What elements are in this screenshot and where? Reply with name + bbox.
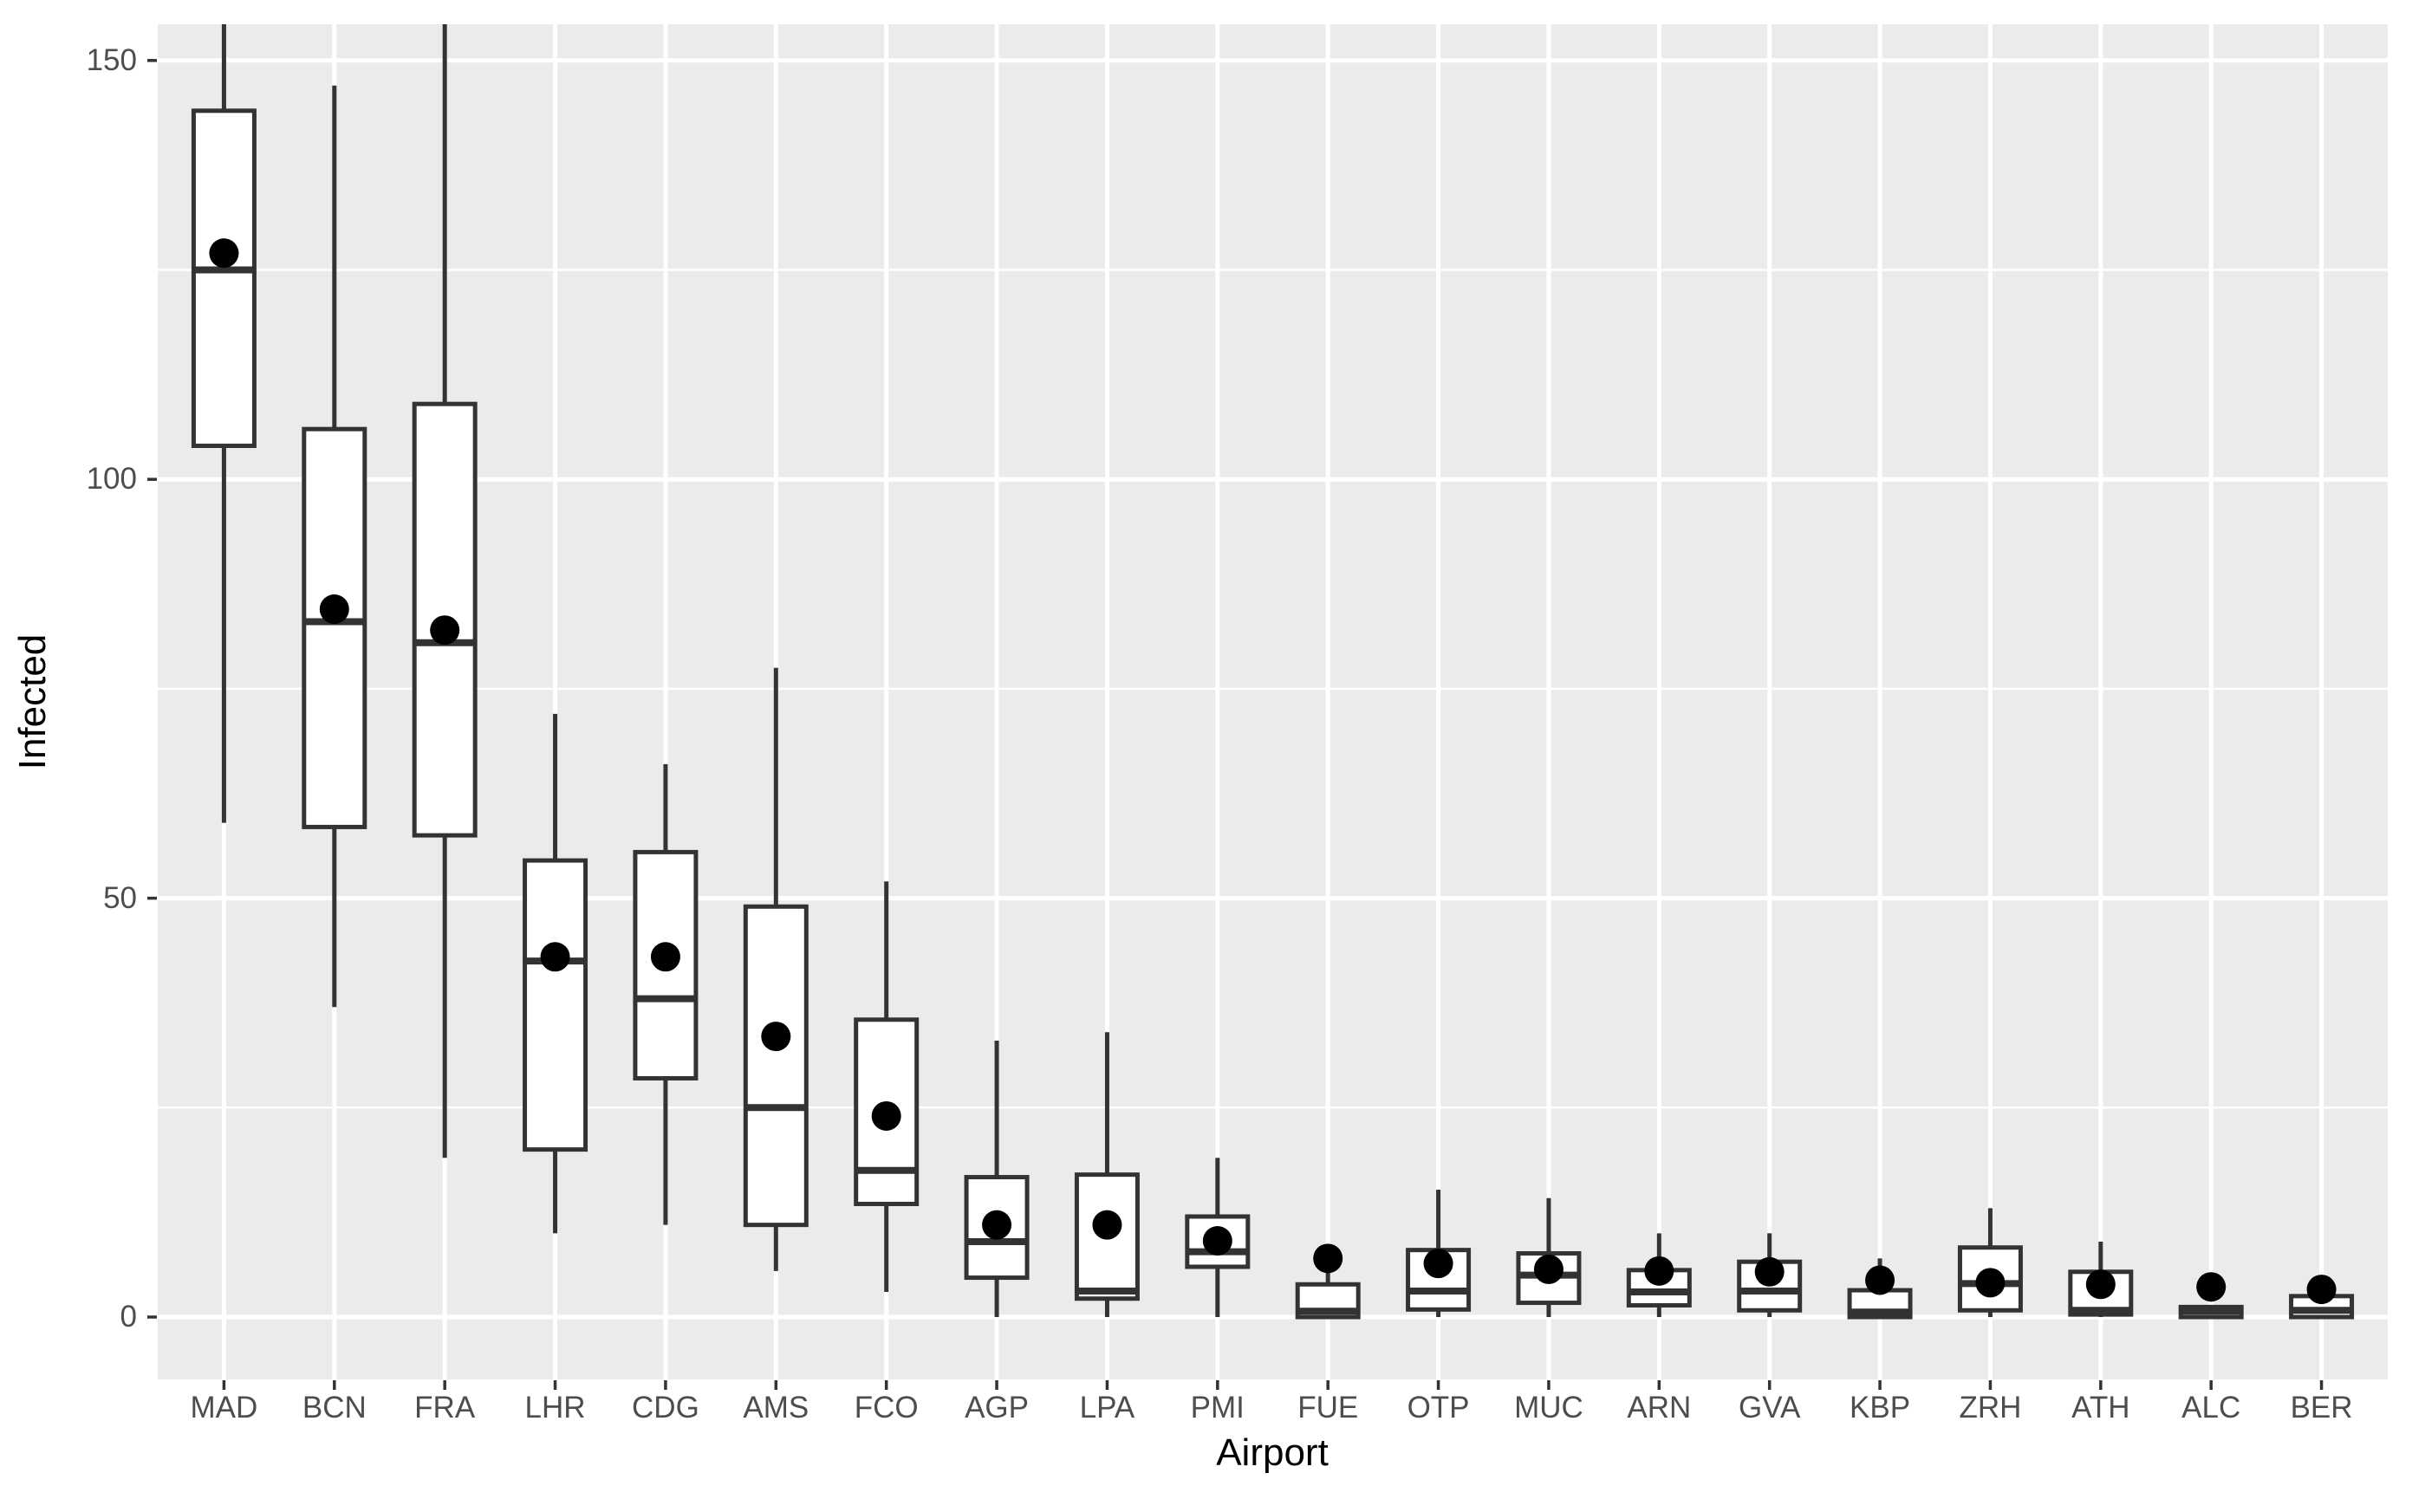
iqr-box <box>191 108 257 449</box>
boxplot-agp <box>964 1040 1030 1317</box>
x-tick-label-pmi: PMI <box>1190 1391 1245 1424</box>
mean-dot <box>1754 1256 1785 1287</box>
y-tick-label: 100 <box>86 462 137 496</box>
iqr-box <box>1185 1214 1251 1269</box>
boxplot-zrh <box>1957 1208 2023 1317</box>
mean-dot <box>1313 1243 1343 1274</box>
x-tick-label-agp: AGP <box>965 1391 1029 1424</box>
boxplot-gva <box>1737 1233 1803 1317</box>
iqr-box <box>743 904 809 1228</box>
boxplot-bcn <box>302 85 367 1008</box>
boxplot-mad <box>191 24 257 823</box>
x-tick-label-ath: ATH <box>2071 1391 2130 1424</box>
mean-dot <box>761 1022 791 1052</box>
x-tick-label-lpa: LPA <box>1079 1391 1135 1424</box>
mean-dot <box>1423 1249 1453 1279</box>
x-tick-label-ams: AMS <box>743 1391 809 1424</box>
y-tick-label: 50 <box>103 880 137 915</box>
panel-background <box>158 24 2388 1379</box>
x-tick-label-zrh: ZRH <box>1959 1391 2022 1424</box>
x-tick-label-cdg: CDG <box>632 1391 699 1424</box>
mean-dot <box>871 1100 901 1131</box>
boxplot-kbp <box>1847 1258 1913 1320</box>
mean-dot <box>1865 1265 1895 1295</box>
mean-dot <box>982 1210 1012 1240</box>
axis-ticks-group <box>147 59 2324 1390</box>
x-tick-label-fco: FCO <box>854 1391 919 1424</box>
mean-dot <box>319 594 349 625</box>
mean-dot <box>1533 1254 1564 1284</box>
iqr-box <box>523 858 588 1152</box>
mean-dot <box>1092 1210 1122 1240</box>
x-tick-label-ber: BER <box>2290 1391 2353 1424</box>
boxplot-fco <box>854 881 920 1292</box>
boxplot-ams <box>743 667 809 1271</box>
boxplot-pmi <box>1185 1158 1251 1317</box>
x-tick-label-mad: MAD <box>190 1391 258 1424</box>
y-axis-title: Infected <box>11 633 54 770</box>
boxplot-lhr <box>523 713 588 1234</box>
mean-dot <box>2196 1272 2227 1302</box>
boxplot-muc <box>1516 1197 1582 1317</box>
x-tick-label-bcn: BCN <box>302 1391 367 1424</box>
boxplot-fra <box>412 24 478 1158</box>
x-tick-label-muc: MUC <box>1514 1391 1583 1424</box>
boxplots-group <box>191 24 2355 1320</box>
boxplot-fue <box>1295 1243 1361 1320</box>
x-tick-label-lhr: LHR <box>524 1391 586 1424</box>
mean-dot <box>430 615 460 646</box>
boxplot-otp <box>1406 1190 1472 1317</box>
x-tick-label-kbp: KBP <box>1850 1391 1911 1424</box>
mean-dot <box>1202 1226 1232 1256</box>
iqr-box <box>302 426 367 829</box>
mean-dot <box>1975 1268 2006 1298</box>
mean-dot <box>1644 1256 1674 1286</box>
x-tick-label-arn: ARN <box>1627 1391 1692 1424</box>
boxplot-cdg <box>633 763 699 1225</box>
mean-dot <box>2085 1269 2116 1300</box>
x-tick-label-otp: OTP <box>1407 1391 1470 1424</box>
y-tick-label: 150 <box>86 42 137 77</box>
mean-dot <box>540 942 570 972</box>
x-tick-label-gva: GVA <box>1739 1391 1801 1424</box>
mean-dot <box>209 238 239 269</box>
mean-dot <box>650 942 680 972</box>
boxplot-alc <box>2178 1272 2244 1320</box>
boxplot-arn <box>1626 1233 1692 1317</box>
x-tick-label-alc: ALC <box>2181 1391 2241 1424</box>
boxplot-ber <box>2289 1275 2355 1320</box>
x-tick-label-fra: FRA <box>414 1391 476 1424</box>
x-axis-title: Airport <box>1216 1431 1329 1474</box>
boxplot-lpa <box>1074 1032 1140 1317</box>
x-tick-label-fue: FUE <box>1297 1391 1359 1424</box>
mean-dot <box>2306 1275 2337 1305</box>
y-tick-label: 0 <box>120 1300 137 1334</box>
boxplot-ath <box>2068 1241 2134 1317</box>
